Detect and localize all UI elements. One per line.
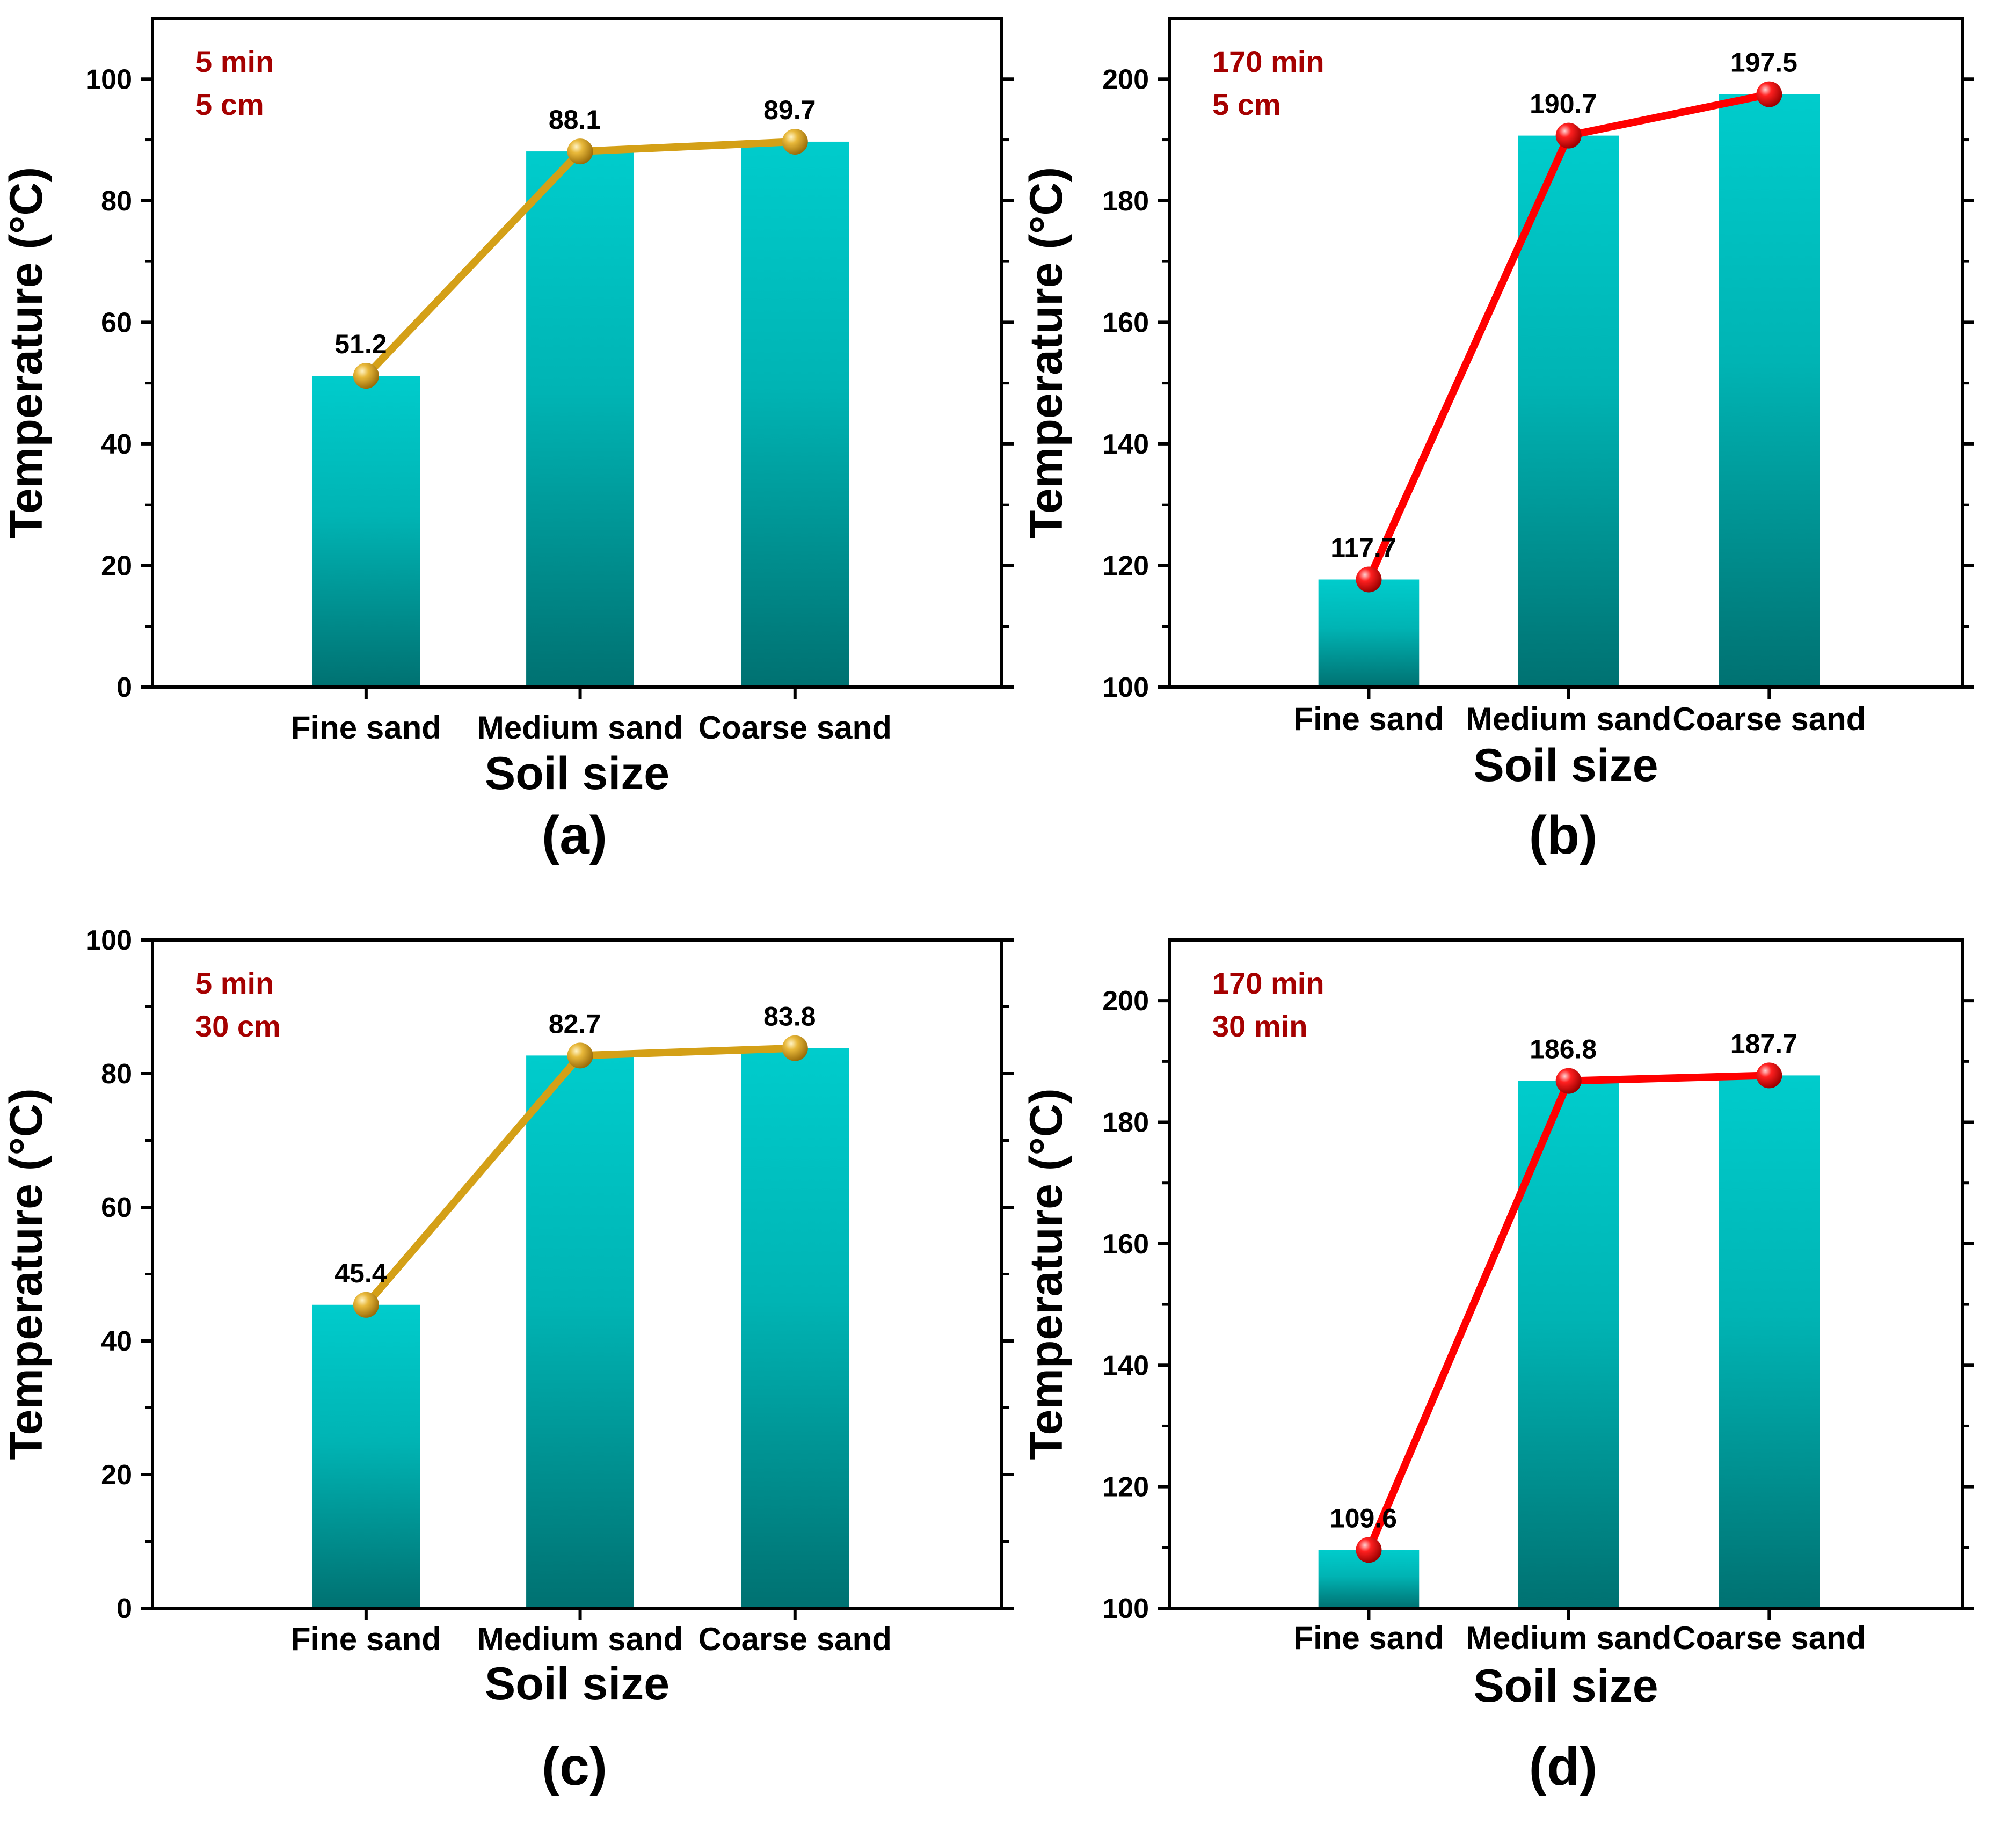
chart-panel-d: 100 120 140 160 180 200 Fine sand Medium sand Co… xyxy=(1021,938,1974,1797)
x-tick-label: Coarse sand xyxy=(1672,701,1866,737)
x-tick-label: Fine sand xyxy=(291,1621,441,1657)
y-tick-label: 60 xyxy=(101,307,132,338)
data-label: 88.1 xyxy=(549,105,601,135)
panel-label: (a) xyxy=(542,805,607,865)
y-tick-label: 200 xyxy=(1102,64,1149,95)
panel-label: (b) xyxy=(1529,805,1598,865)
y-axis-title: Temperature (°C) xyxy=(1021,1088,1072,1460)
panel-label: (c) xyxy=(542,1737,607,1797)
y-tick-label: 0 xyxy=(117,672,132,703)
trend-marker xyxy=(353,1292,379,1318)
data-label: 89.7 xyxy=(763,95,816,125)
data-label: 83.8 xyxy=(763,1002,816,1032)
y-tick-label: 120 xyxy=(1102,550,1149,581)
trend-marker xyxy=(1756,1062,1782,1089)
condition-annotation: 5 min xyxy=(195,966,274,1000)
data-label: 109.6 xyxy=(1330,1503,1397,1533)
x-axis-title: Soil size xyxy=(485,748,669,799)
condition-annotation: 30 cm xyxy=(195,1009,281,1043)
y-axis-title: Temperature (°C) xyxy=(1,167,52,538)
x-tick-label: Medium sand xyxy=(1466,1620,1671,1656)
trend-marker xyxy=(1555,122,1582,149)
condition-annotation: 170 min xyxy=(1212,966,1324,1000)
y-tick-label: 80 xyxy=(101,1059,132,1090)
trend-marker xyxy=(567,138,593,165)
x-tick-label: Fine sand xyxy=(291,710,441,746)
bar-fine-sand xyxy=(312,376,420,687)
condition-annotation: 170 min xyxy=(1212,45,1324,78)
panel-label: (d) xyxy=(1529,1737,1598,1797)
trend-marker xyxy=(1756,81,1782,107)
condition-annotation: 5 min xyxy=(195,45,274,78)
condition-annotation: 30 min xyxy=(1212,1009,1307,1043)
bar-medium-sand xyxy=(526,1055,634,1608)
trend-marker xyxy=(1356,1537,1382,1563)
bar-medium-sand xyxy=(526,151,634,687)
data-label: 186.8 xyxy=(1530,1034,1597,1064)
bar-coarse-sand xyxy=(1719,94,1820,687)
bar-coarse-sand xyxy=(741,141,849,688)
y-tick-label: 100 xyxy=(85,64,132,95)
x-tick-label: Medium sand xyxy=(477,710,683,746)
y-tick-label: 180 xyxy=(1102,186,1149,217)
y-tick-label: 100 xyxy=(1102,1593,1149,1624)
bar-coarse-sand xyxy=(1719,1075,1820,1608)
bar-fine-sand xyxy=(312,1304,420,1608)
x-tick-label: Coarse sand xyxy=(698,1621,892,1657)
y-tick-label: 20 xyxy=(101,550,132,581)
trend-marker xyxy=(567,1042,593,1069)
condition-annotation: 5 cm xyxy=(195,87,264,121)
trend-marker xyxy=(782,1035,808,1061)
y-tick-label: 60 xyxy=(101,1192,132,1223)
bar-medium-sand xyxy=(1518,135,1619,688)
trend-marker xyxy=(1555,1068,1582,1094)
y-tick-label: 40 xyxy=(101,1326,132,1357)
y-tick-label: 160 xyxy=(1102,307,1149,338)
y-tick-label: 200 xyxy=(1102,986,1149,1017)
x-tick-label: Medium sand xyxy=(477,1621,683,1657)
plot-frame xyxy=(1168,17,1964,689)
y-tick-label: 160 xyxy=(1102,1229,1149,1260)
chart-panel-b: 100 120 140 160 180 200 Fine sand Medium sand Co… xyxy=(1021,17,1974,865)
y-tick-label: 40 xyxy=(101,429,132,460)
y-tick-label: 180 xyxy=(1102,1107,1149,1139)
data-label: 45.4 xyxy=(334,1258,387,1288)
bar-coarse-sand xyxy=(741,1048,849,1608)
y-tick-label: 120 xyxy=(1102,1472,1149,1503)
y-tick-label: 100 xyxy=(85,925,132,956)
y-tick-label: 20 xyxy=(101,1460,132,1491)
x-tick-label: Coarse sand xyxy=(698,710,892,746)
data-label: 197.5 xyxy=(1730,48,1797,78)
x-axis-title: Soil size xyxy=(485,1658,669,1710)
condition-annotation: 5 cm xyxy=(1212,87,1281,121)
y-tick-label: 100 xyxy=(1102,672,1149,703)
y-tick-label: 0 xyxy=(117,1593,132,1624)
y-tick-label: 80 xyxy=(101,186,132,217)
data-label: 187.7 xyxy=(1730,1028,1797,1059)
x-axis-title: Soil size xyxy=(1473,1660,1658,1712)
x-tick-label: Fine sand xyxy=(1293,1620,1444,1656)
data-label: 117.7 xyxy=(1330,533,1396,563)
trend-marker xyxy=(1356,566,1382,593)
y-axis-title: Temperature (°C) xyxy=(1021,167,1072,538)
trend-marker xyxy=(782,128,808,155)
x-tick-label: Medium sand xyxy=(1466,701,1671,737)
y-tick-label: 140 xyxy=(1102,429,1149,460)
data-label: 51.2 xyxy=(334,329,387,359)
bar-fine-sand xyxy=(1318,579,1420,687)
y-tick-label: 140 xyxy=(1102,1350,1149,1381)
chart-panel-a: 0 20 40 60 80 100 Fine sand Medium sand Coarse s… xyxy=(1,17,1014,865)
x-tick-label: Fine sand xyxy=(1293,701,1444,737)
data-label: 82.7 xyxy=(549,1009,601,1039)
data-label: 190.7 xyxy=(1530,89,1597,119)
x-axis-title: Soil size xyxy=(1473,740,1658,791)
plot-frame xyxy=(1168,938,1964,1610)
x-tick-label: Coarse sand xyxy=(1672,1620,1866,1656)
trend-marker xyxy=(353,363,379,389)
y-axis-title: Temperature (°C) xyxy=(1,1088,52,1460)
plot-frame xyxy=(151,17,1003,689)
chart-panel-c: 0 20 40 60 80 100 Fine sand Medium sand Coarse s… xyxy=(1,925,1014,1797)
